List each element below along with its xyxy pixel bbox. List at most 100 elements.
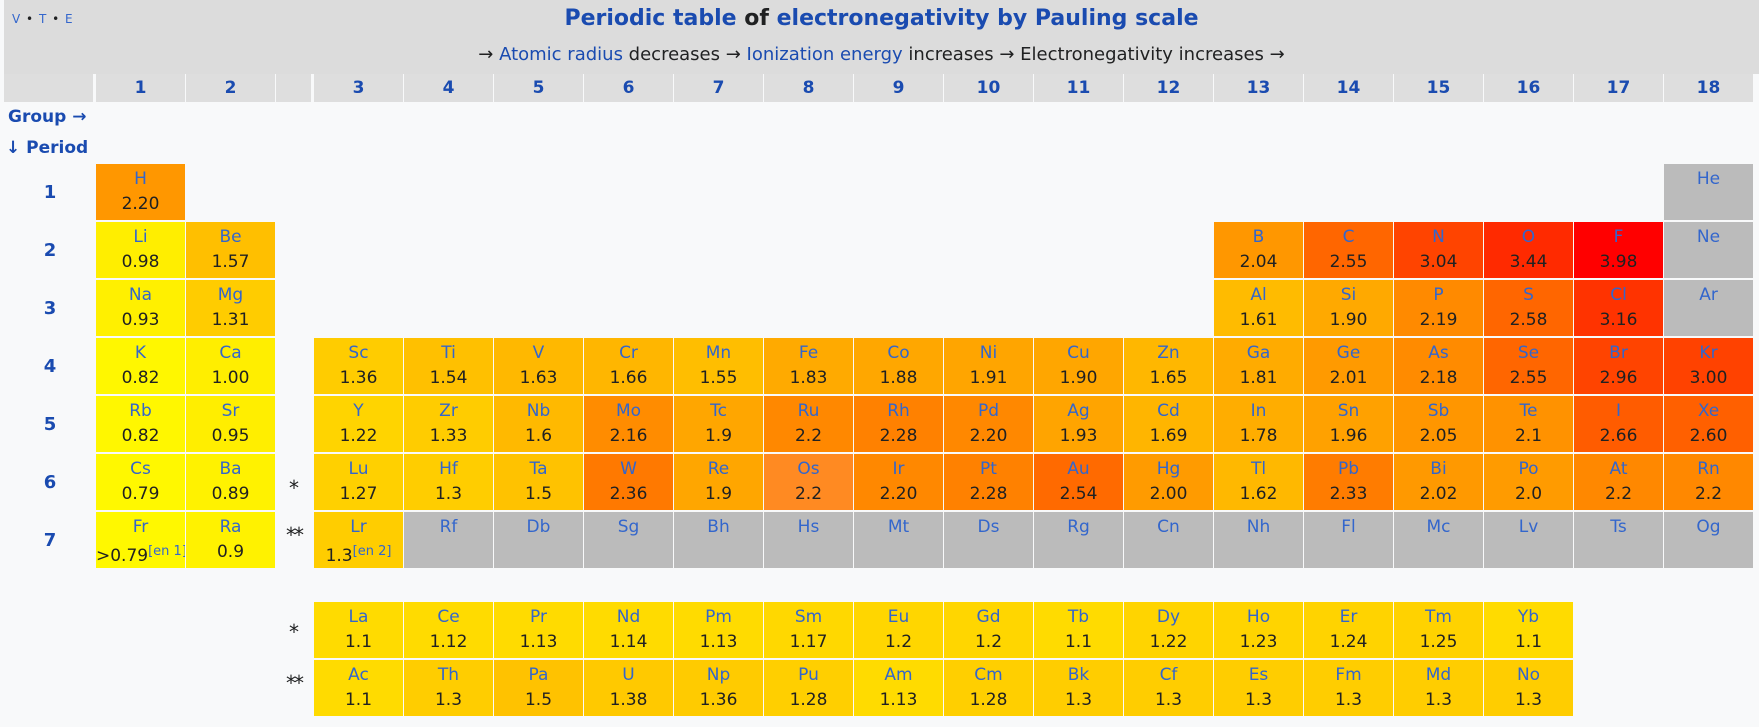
element-symbol[interactable]: Ca bbox=[219, 343, 242, 363]
element-symbol[interactable]: Ga bbox=[1246, 343, 1271, 363]
element-symbol[interactable]: Lu bbox=[348, 459, 369, 479]
element-c[interactable]: C 2.55 bbox=[1304, 222, 1393, 278]
element-symbol[interactable]: Au bbox=[1067, 459, 1090, 479]
element-symbol[interactable]: Zr bbox=[439, 401, 458, 421]
element-symbol[interactable]: Th bbox=[437, 665, 460, 685]
element-ru[interactable]: Ru 2.2 bbox=[764, 396, 853, 452]
element-mn[interactable]: Mn 1.55 bbox=[674, 338, 763, 394]
element-ac[interactable]: Ac 1.1 bbox=[314, 660, 403, 716]
element-symbol[interactable]: V bbox=[532, 343, 545, 363]
element-symbol[interactable]: C bbox=[1342, 227, 1355, 247]
element-cr[interactable]: Cr 1.66 bbox=[584, 338, 673, 394]
element-mt[interactable]: Mt bbox=[854, 512, 943, 568]
element-lv[interactable]: Lv bbox=[1484, 512, 1573, 568]
element-symbol[interactable]: N bbox=[1432, 227, 1445, 247]
element-symbol[interactable]: Ac bbox=[348, 665, 369, 685]
element-lr[interactable]: Lr 1.3[en 2] bbox=[314, 512, 403, 568]
element-u[interactable]: U 1.38 bbox=[584, 660, 673, 716]
element-symbol[interactable]: Tb bbox=[1067, 607, 1090, 627]
element-symbol[interactable]: Bh bbox=[707, 517, 730, 537]
element-tc[interactable]: Tc 1.9 bbox=[674, 396, 763, 452]
element-h[interactable]: H 2.20 bbox=[96, 164, 185, 220]
element-w[interactable]: W 2.36 bbox=[584, 454, 673, 510]
element-symbol[interactable]: Be bbox=[219, 227, 242, 247]
element-symbol[interactable]: W bbox=[620, 459, 637, 479]
group-number-2[interactable]: 2 bbox=[224, 78, 237, 98]
group-number-11[interactable]: 11 bbox=[1066, 78, 1091, 98]
element-v[interactable]: V 1.63 bbox=[494, 338, 583, 394]
element-yb[interactable]: Yb 1.1 bbox=[1484, 602, 1573, 658]
element-symbol[interactable]: B bbox=[1252, 227, 1265, 247]
element-fe[interactable]: Fe 1.83 bbox=[764, 338, 853, 394]
element-symbol[interactable]: Os bbox=[797, 459, 820, 479]
element-y[interactable]: Y 1.22 bbox=[314, 396, 403, 452]
element-ga[interactable]: Ga 1.81 bbox=[1214, 338, 1303, 394]
element-symbol[interactable]: Mt bbox=[887, 517, 910, 537]
periodic-table-link[interactable]: Periodic table bbox=[564, 6, 737, 31]
element-cf[interactable]: Cf 1.3 bbox=[1124, 660, 1213, 716]
element-symbol[interactable]: Sr bbox=[221, 401, 240, 421]
element-ag[interactable]: Ag 1.93 bbox=[1034, 396, 1123, 452]
element-symbol[interactable]: Rh bbox=[887, 401, 910, 421]
element-symbol[interactable]: Sc bbox=[348, 343, 369, 363]
element-symbol[interactable]: Po bbox=[1518, 459, 1539, 479]
element-symbol[interactable]: Ho bbox=[1246, 607, 1271, 627]
element-zn[interactable]: Zn 1.65 bbox=[1124, 338, 1213, 394]
element-symbol[interactable]: Re bbox=[707, 459, 730, 479]
element-dy[interactable]: Dy 1.22 bbox=[1124, 602, 1213, 658]
element-symbol[interactable]: Pb bbox=[1337, 459, 1360, 479]
group-axis-label[interactable]: Group → bbox=[8, 107, 87, 127]
element-kr[interactable]: Kr 3.00 bbox=[1664, 338, 1753, 394]
element-b[interactable]: B 2.04 bbox=[1214, 222, 1303, 278]
element-n[interactable]: N 3.04 bbox=[1394, 222, 1483, 278]
element-symbol[interactable]: Tc bbox=[710, 401, 727, 421]
group-number-5[interactable]: 5 bbox=[532, 78, 545, 98]
element-symbol[interactable]: Bk bbox=[1067, 665, 1090, 685]
element-fr[interactable]: Fr >0.79[en 1] bbox=[96, 512, 185, 568]
element-cl[interactable]: Cl 3.16 bbox=[1574, 280, 1663, 336]
element-symbol[interactable]: Rn bbox=[1697, 459, 1720, 479]
element-symbol[interactable]: Li bbox=[133, 227, 148, 247]
element-ts[interactable]: Ts bbox=[1574, 512, 1663, 568]
element-i[interactable]: I 2.66 bbox=[1574, 396, 1663, 452]
element-symbol[interactable]: Cf bbox=[1159, 665, 1178, 685]
element-symbol[interactable]: Cl bbox=[1610, 285, 1627, 305]
element-symbol[interactable]: Zn bbox=[1157, 343, 1180, 363]
footnote-ref[interactable]: [en 2] bbox=[352, 544, 392, 559]
element-symbol[interactable]: Mo bbox=[615, 401, 642, 421]
element-sr[interactable]: Sr 0.95 bbox=[186, 396, 275, 452]
element-te[interactable]: Te 2.1 bbox=[1484, 396, 1573, 452]
group-number-1[interactable]: 1 bbox=[134, 78, 147, 98]
element-s[interactable]: S 2.58 bbox=[1484, 280, 1573, 336]
element-symbol[interactable]: Ar bbox=[1699, 285, 1718, 305]
element-ta[interactable]: Ta 1.5 bbox=[494, 454, 583, 510]
element-symbol[interactable]: Fl bbox=[1341, 517, 1356, 537]
element-symbol[interactable]: Ta bbox=[529, 459, 548, 479]
element-symbol[interactable]: F bbox=[1613, 227, 1624, 247]
element-symbol[interactable]: Ti bbox=[441, 343, 456, 363]
element-symbol[interactable]: At bbox=[1609, 459, 1628, 479]
element-o[interactable]: O 3.44 bbox=[1484, 222, 1573, 278]
element-symbol[interactable]: Er bbox=[1339, 607, 1358, 627]
element-na[interactable]: Na 0.93 bbox=[96, 280, 185, 336]
group-number-15[interactable]: 15 bbox=[1426, 78, 1451, 98]
element-fl[interactable]: Fl bbox=[1304, 512, 1393, 568]
element-symbol[interactable]: S bbox=[1523, 285, 1534, 305]
element-cs[interactable]: Cs 0.79 bbox=[96, 454, 185, 510]
element-symbol[interactable]: Co bbox=[887, 343, 910, 363]
period-label-3[interactable]: 3 bbox=[43, 298, 57, 319]
element-symbol[interactable]: Cm bbox=[974, 665, 1003, 685]
element-f[interactable]: F 3.98 bbox=[1574, 222, 1663, 278]
element-symbol[interactable]: Md bbox=[1425, 665, 1452, 685]
element-symbol[interactable]: Ce bbox=[437, 607, 460, 627]
element-pr[interactable]: Pr 1.13 bbox=[494, 602, 583, 658]
element-cn[interactable]: Cn bbox=[1124, 512, 1213, 568]
element-er[interactable]: Er 1.24 bbox=[1304, 602, 1393, 658]
element-symbol[interactable]: P bbox=[1433, 285, 1444, 305]
group-number-13[interactable]: 13 bbox=[1246, 78, 1271, 98]
element-symbol[interactable]: H bbox=[134, 169, 147, 189]
element-symbol[interactable]: No bbox=[1516, 665, 1541, 685]
element-symbol[interactable]: Es bbox=[1248, 665, 1269, 685]
element-xe[interactable]: Xe 2.60 bbox=[1664, 396, 1753, 452]
element-symbol[interactable]: Tm bbox=[1425, 607, 1452, 627]
